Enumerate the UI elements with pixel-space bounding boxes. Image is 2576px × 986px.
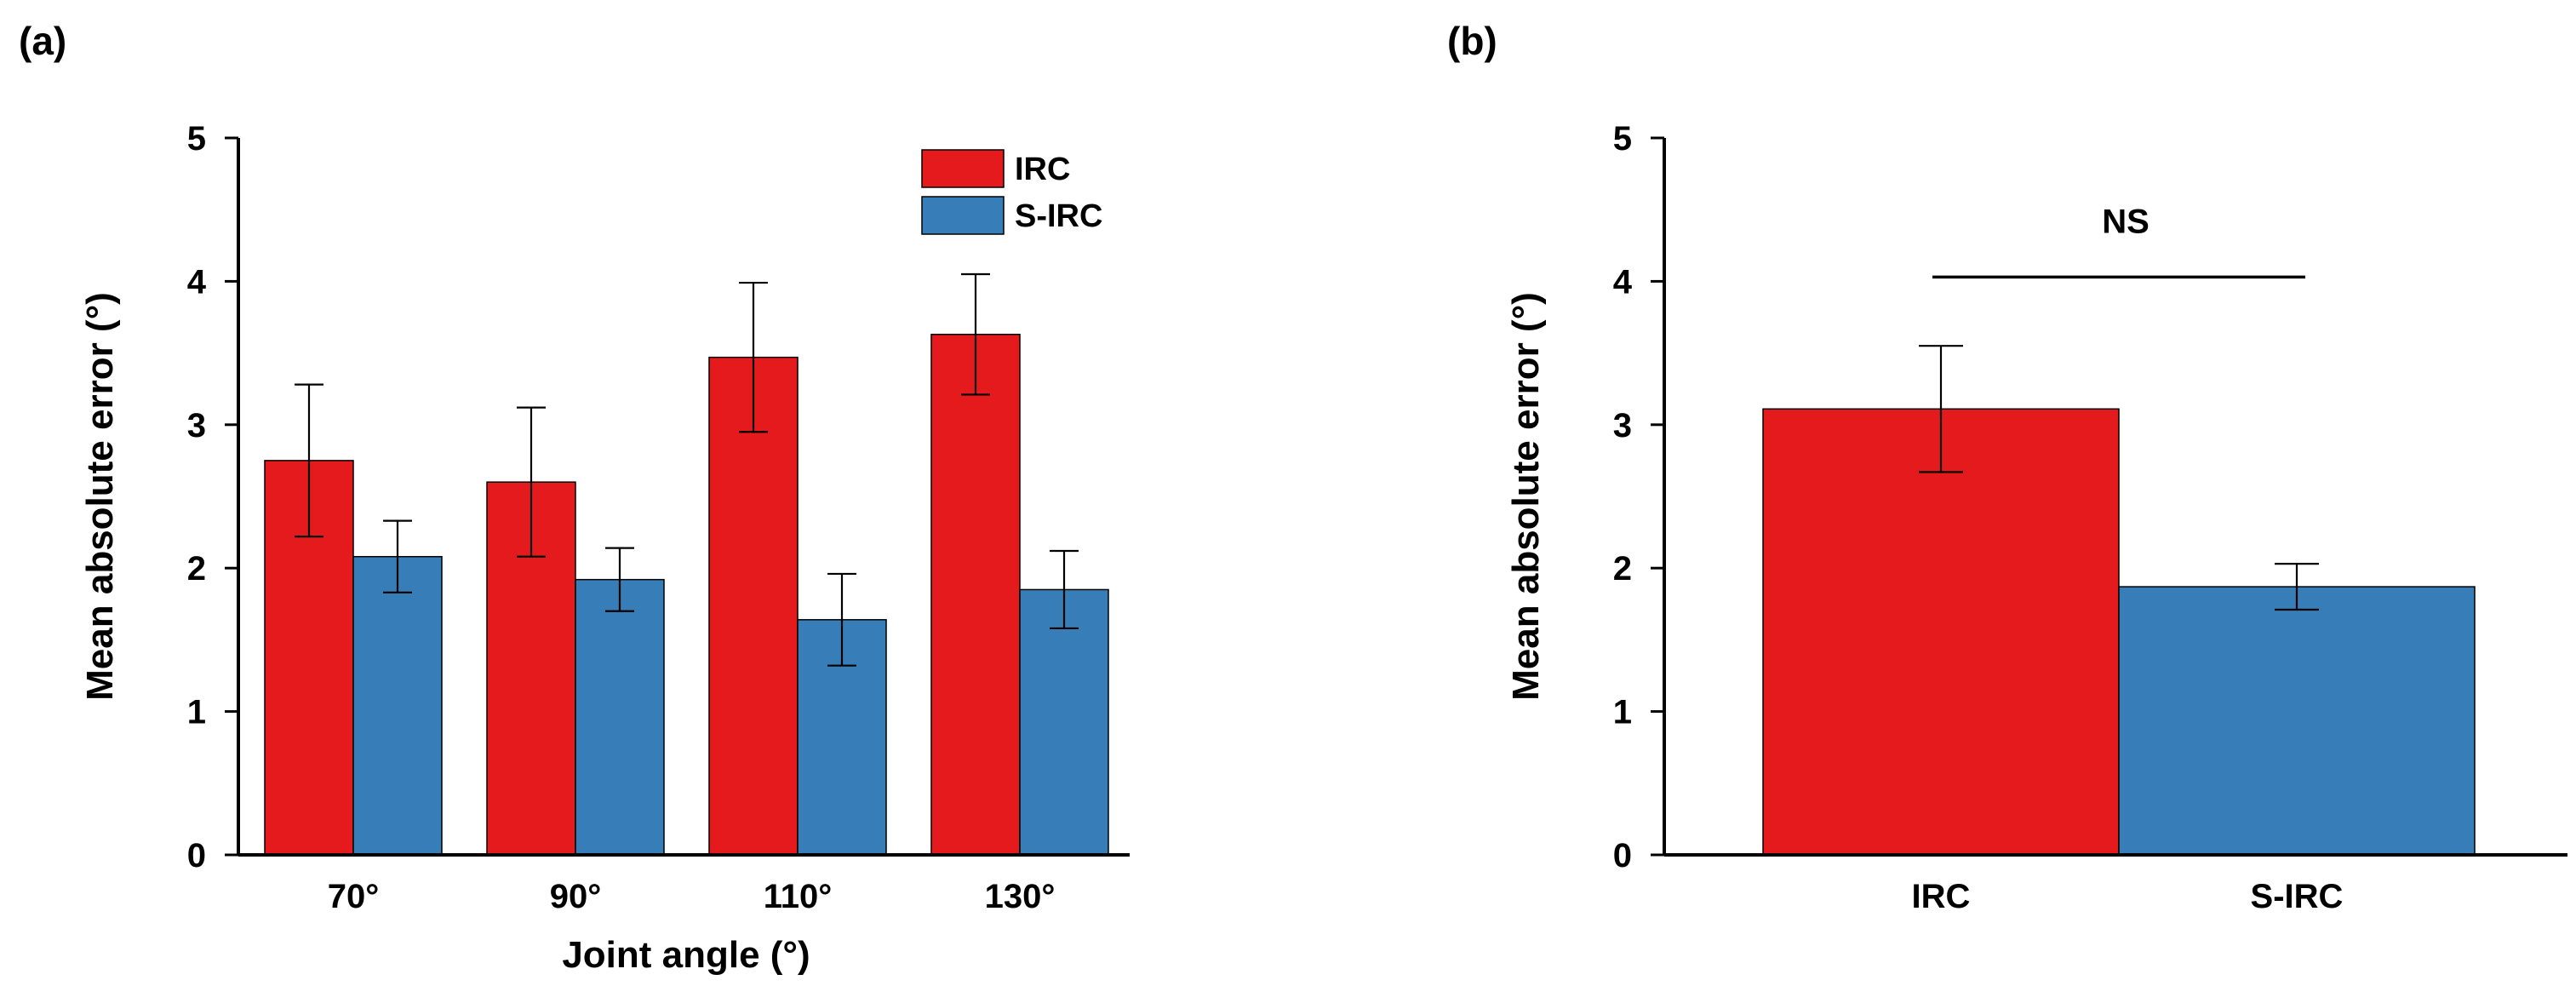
legend-swatch-irc <box>921 149 1005 188</box>
bar-s-irc-130 <box>1019 588 1109 856</box>
a-ytick-label-2: 2 <box>187 550 206 588</box>
error-bar-s-irc-110 <box>827 572 856 667</box>
bar-irc-130 <box>930 333 1021 856</box>
y-axis-ticks-b: 0 1 2 3 4 5 <box>1613 120 1664 874</box>
a-ytick-label-5: 5 <box>187 120 206 158</box>
x-tick-label-130: 130° <box>985 878 1056 915</box>
x-tick-label-110: 110° <box>764 878 833 915</box>
y-axis-ticks-a: 0 1 2 3 4 5 <box>187 120 238 874</box>
chart-panel-a: 0 1 2 3 4 5 70° 90° 110° 130° Joint angle (°) Me… <box>79 120 1130 976</box>
error-bars-a <box>295 272 1079 667</box>
error-bar-irc-130 <box>961 272 990 396</box>
a-ytick-label-0: 0 <box>187 837 206 874</box>
legend-label-s-irc: S-IRC <box>1015 198 1102 234</box>
significance-label: NS <box>2102 203 2150 240</box>
legend-label-irc: IRC <box>1015 152 1070 187</box>
b-ytick-label-5: 5 <box>1613 120 1632 158</box>
legend-a: IRC S-IRC <box>921 149 1102 235</box>
error-bar-s-irc <box>2275 563 2319 611</box>
x-axis-title-a: Joint angle (°) <box>562 934 810 976</box>
bars-b <box>1762 408 2476 856</box>
error-bars-b <box>1919 345 2319 611</box>
error-bar-irc <box>1919 345 1963 473</box>
panel-b-label: (b) <box>1447 19 1497 63</box>
a-ytick-label-4: 4 <box>187 263 207 301</box>
x-tick-label-irc: IRC <box>1912 878 1971 915</box>
bar-irc <box>1762 408 2120 856</box>
b-ytick-label-1: 1 <box>1613 694 1632 731</box>
b-ytick-label-0: 0 <box>1613 837 1632 874</box>
bar-irc-110 <box>708 356 799 856</box>
bar-s-irc-70 <box>352 555 443 856</box>
a-ytick-label-1: 1 <box>187 694 206 731</box>
x-tick-labels-a: 70° 90° 110° 130° <box>328 878 1056 915</box>
b-ytick-label-3: 3 <box>1613 407 1632 444</box>
y-axis-title-a: Mean absolute error (°) <box>79 292 121 701</box>
error-bar-s-irc-130 <box>1050 549 1079 630</box>
bars-a <box>264 333 1109 856</box>
a-ytick-label-3: 3 <box>187 407 206 444</box>
legend-swatch-s-irc <box>921 196 1005 235</box>
b-ytick-label-4: 4 <box>1613 263 1633 301</box>
error-bar-irc-70 <box>295 383 323 538</box>
panel-a-label: (a) <box>19 19 66 63</box>
error-bar-s-irc-90 <box>605 547 634 612</box>
bar-s-irc <box>2118 586 2476 856</box>
x-tick-labels-b: IRC S-IRC <box>1912 878 2344 915</box>
bar-s-irc-90 <box>575 578 665 856</box>
error-bar-irc-90 <box>517 406 546 558</box>
x-tick-label-90: 90° <box>550 878 602 915</box>
y-axis-title-b: Mean absolute error (°) <box>1505 292 1547 701</box>
error-bar-s-irc-70 <box>383 519 412 593</box>
x-tick-label-s-irc: S-IRC <box>2251 878 2344 915</box>
x-tick-label-70: 70° <box>328 878 380 915</box>
b-ytick-label-2: 2 <box>1613 550 1632 588</box>
error-bar-irc-110 <box>739 281 768 433</box>
